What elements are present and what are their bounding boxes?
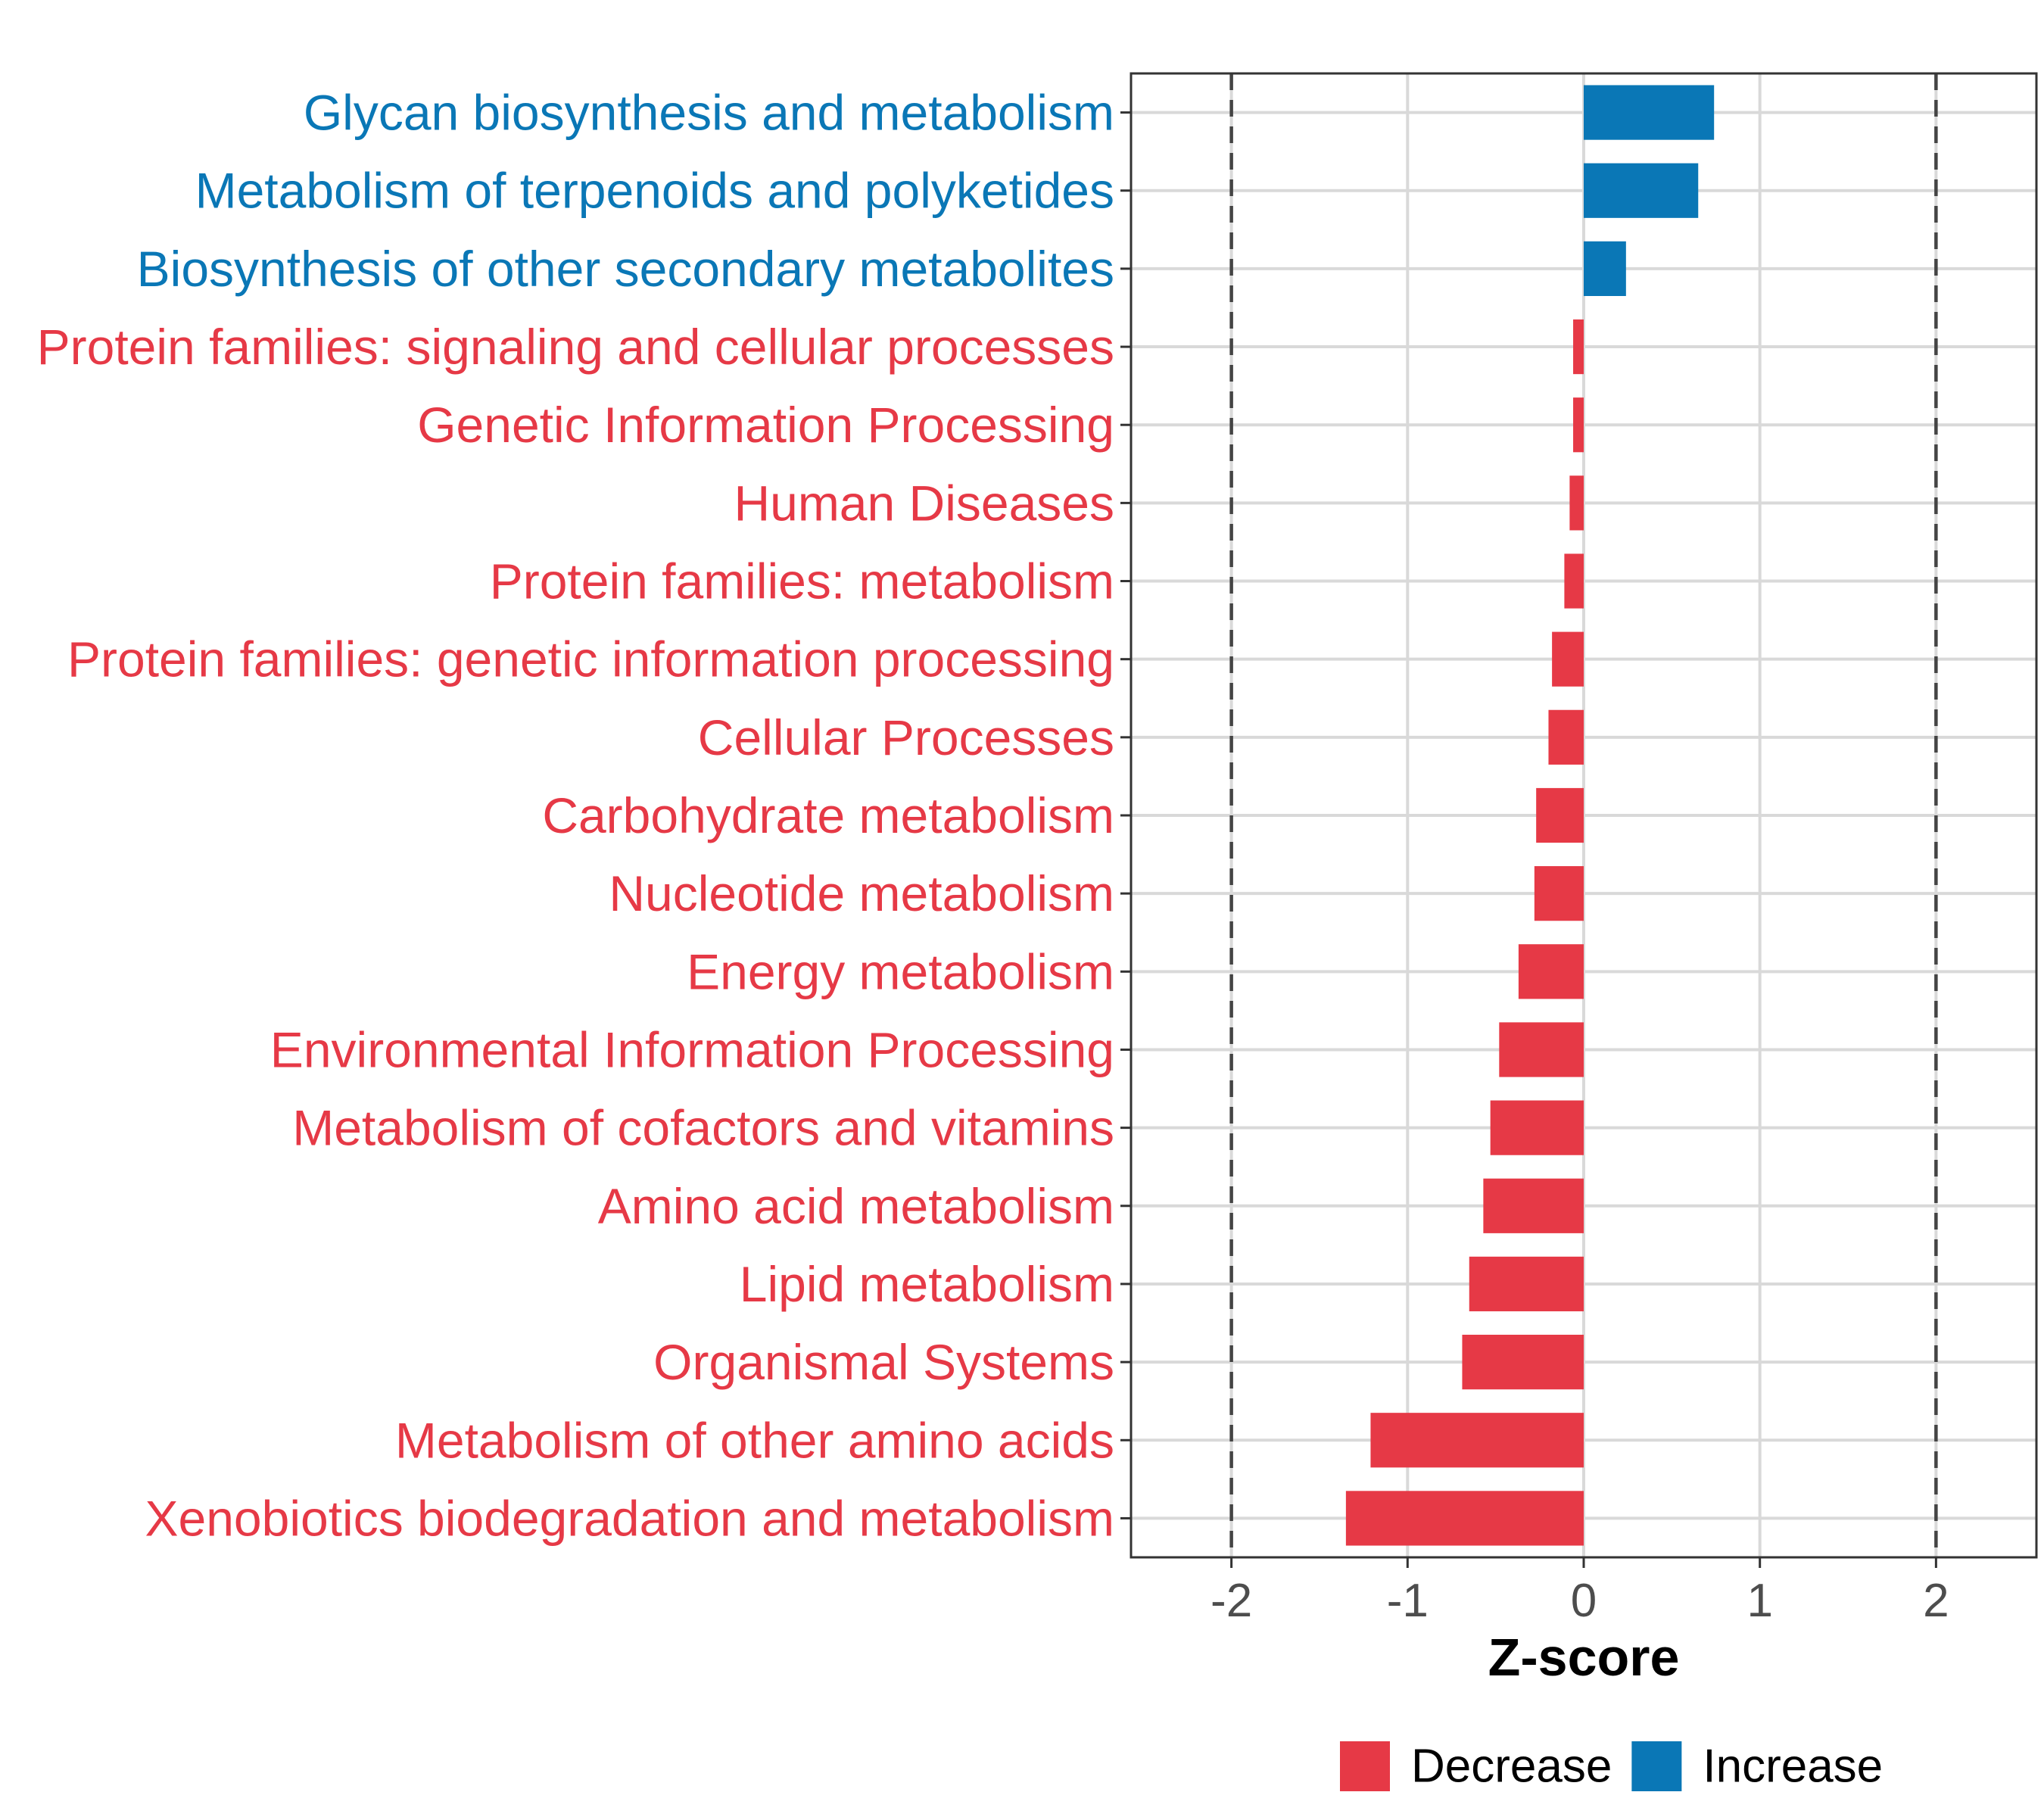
category-label-13: Metabolism of cofactors and vitamins (292, 1100, 1114, 1156)
category-label-1: Metabolism of terpenoids and polyketides (195, 163, 1114, 219)
category-label-17: Metabolism of other amino acids (395, 1412, 1114, 1468)
bar-3 (1573, 319, 1584, 375)
category-label-7: Protein families: genetic information pr… (67, 631, 1114, 687)
category-label-9: Carbohydrate metabolism (542, 787, 1114, 843)
bar-12 (1499, 1022, 1584, 1077)
category-label-10: Nucleotide metabolism (609, 865, 1114, 921)
bar-6 (1564, 553, 1584, 609)
bar-1 (1584, 163, 1699, 218)
bar-10 (1534, 866, 1584, 921)
bar-9 (1536, 787, 1584, 843)
category-label-15: Lipid metabolism (740, 1256, 1114, 1312)
x-tick-label-3: 1 (1746, 1575, 1772, 1627)
category-label-6: Protein families: metabolism (490, 553, 1114, 609)
category-label-5: Human Diseases (734, 475, 1114, 531)
category-label-11: Energy metabolism (687, 943, 1114, 999)
category-label-4: Genetic Information Processing (417, 397, 1114, 453)
category-label-16: Organismal Systems (653, 1334, 1114, 1390)
bar-17 (1370, 1413, 1584, 1468)
x-tick-label-1: -1 (1387, 1575, 1429, 1627)
bar-2 (1584, 241, 1626, 296)
y-axis-category-labels: Glycan biosynthesis and metabolism Metabo… (37, 85, 1114, 1547)
legend: Decrease Increase (1340, 1741, 1883, 1793)
x-axis-ticks: -2 -1 0 1 2 (1211, 1557, 1949, 1627)
x-tick-label-2: 0 (1571, 1575, 1597, 1627)
bar-13 (1490, 1100, 1584, 1155)
category-label-3: Protein families: signaling and cellular… (37, 319, 1114, 375)
bar-0 (1584, 85, 1715, 140)
bar-18 (1345, 1491, 1584, 1546)
reference-lines (1229, 73, 1938, 1557)
bar-11 (1518, 944, 1584, 999)
category-label-0: Glycan biosynthesis and metabolism (304, 85, 1114, 141)
bar-15 (1469, 1256, 1584, 1312)
x-tick-label-0: -2 (1211, 1575, 1252, 1627)
legend-key-increase (1631, 1741, 1682, 1791)
bar-4 (1573, 397, 1584, 453)
category-label-8: Cellular Processes (698, 709, 1114, 765)
category-label-18: Xenobiotics biodegradation and metabolis… (145, 1490, 1115, 1546)
bar-5 (1569, 475, 1584, 531)
category-label-2: Biosynthesis of other secondary metaboli… (137, 241, 1114, 297)
bars (1345, 85, 1715, 1546)
y-axis-ticks (1120, 111, 1131, 1519)
bar-14 (1483, 1178, 1584, 1233)
legend-label-increase: Increase (1703, 1741, 1883, 1793)
legend-label-decrease: Decrease (1411, 1741, 1612, 1793)
bar-8 (1548, 709, 1584, 765)
x-axis-title: Z-score (1488, 1628, 1680, 1687)
category-label-14: Amino acid metabolism (598, 1178, 1114, 1234)
x-tick-label-4: 2 (1923, 1575, 1949, 1627)
bar-16 (1462, 1335, 1584, 1390)
bar-7 (1552, 631, 1584, 687)
legend-key-decrease (1340, 1741, 1390, 1791)
category-label-12: Environmental Information Processing (270, 1021, 1114, 1077)
